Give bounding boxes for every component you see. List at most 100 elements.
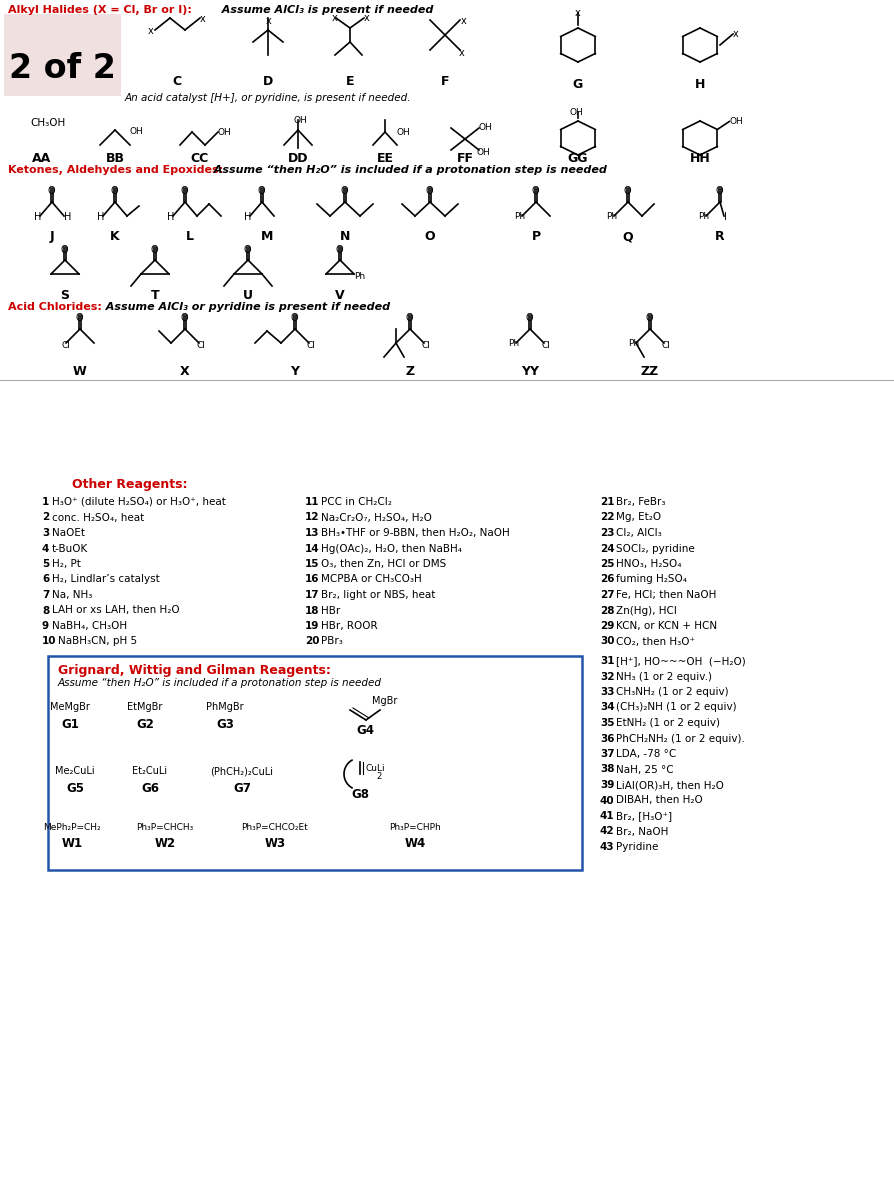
Text: 33: 33 — [599, 686, 614, 697]
Text: OH: OH — [218, 128, 232, 137]
Text: O: O — [715, 186, 723, 196]
Text: O: O — [531, 186, 539, 196]
Text: Fe, HCl; then NaOH: Fe, HCl; then NaOH — [615, 590, 715, 600]
Text: 37: 37 — [599, 749, 614, 758]
Text: O: O — [111, 186, 119, 196]
Text: ZZ: ZZ — [640, 365, 658, 378]
Text: (CH₃)₂NH (1 or 2 equiv): (CH₃)₂NH (1 or 2 equiv) — [615, 702, 736, 713]
Text: O: O — [244, 245, 251, 254]
Text: Hg(OAc)₂, H₂O, then NaBH₄: Hg(OAc)₂, H₂O, then NaBH₄ — [321, 544, 461, 553]
Text: CuLi: CuLi — [366, 764, 385, 773]
Text: O: O — [335, 245, 343, 254]
Text: G7: G7 — [232, 782, 250, 794]
Text: O₃, then Zn, HCl or DMS: O₃, then Zn, HCl or DMS — [321, 559, 446, 569]
Text: EtMgBr: EtMgBr — [127, 702, 163, 712]
Text: O: O — [181, 313, 189, 323]
Text: 30: 30 — [599, 636, 614, 647]
Text: N: N — [340, 230, 350, 242]
Text: Ph₃P=CHPh: Ph₃P=CHPh — [389, 823, 441, 832]
Text: BB: BB — [105, 152, 124, 164]
Text: Mg, Et₂O: Mg, Et₂O — [615, 512, 661, 522]
Text: Other Reagents:: Other Reagents: — [72, 478, 187, 491]
Text: Y: Y — [291, 365, 299, 378]
Text: (PhCH₂)₂CuLi: (PhCH₂)₂CuLi — [210, 766, 274, 776]
Text: CC: CC — [190, 152, 209, 164]
Text: MeMgBr: MeMgBr — [50, 702, 89, 712]
Text: M: M — [260, 230, 273, 242]
Text: H: H — [167, 212, 174, 222]
Text: 32: 32 — [599, 672, 614, 682]
Text: 24: 24 — [599, 544, 614, 553]
Text: 14: 14 — [305, 544, 319, 553]
Text: Ketones, Aldehydes and Epoxides:: Ketones, Aldehydes and Epoxides: — [8, 164, 223, 175]
Text: OH: OH — [130, 127, 144, 136]
Text: KCN, or KCN + HCN: KCN, or KCN + HCN — [615, 622, 716, 631]
Text: U: U — [243, 289, 253, 302]
Text: Me₂CuLi: Me₂CuLi — [55, 766, 95, 776]
Text: J: J — [50, 230, 55, 242]
Text: DIBAH, then H₂O: DIBAH, then H₂O — [615, 796, 702, 805]
Text: H: H — [34, 212, 41, 222]
Text: HNO₃, H₂SO₄: HNO₃, H₂SO₄ — [615, 559, 680, 569]
Text: Cl: Cl — [422, 341, 430, 350]
Text: H₂, Lindlar’s catalyst: H₂, Lindlar’s catalyst — [52, 575, 159, 584]
Text: 43: 43 — [599, 842, 614, 852]
Text: An acid catalyst [H+], or pyridine, is present if needed.: An acid catalyst [H+], or pyridine, is p… — [125, 92, 411, 103]
Text: SOCl₂, pyridine: SOCl₂, pyridine — [615, 544, 694, 553]
Text: 39: 39 — [599, 780, 613, 790]
Text: V: V — [335, 289, 344, 302]
Text: Pyridine: Pyridine — [615, 842, 658, 852]
Text: O: O — [645, 313, 653, 323]
Text: 25: 25 — [599, 559, 614, 569]
Text: 38: 38 — [599, 764, 614, 774]
Text: Cl: Cl — [307, 341, 316, 350]
Text: 5: 5 — [42, 559, 49, 569]
Text: Q: Q — [622, 230, 633, 242]
Text: 8: 8 — [42, 606, 49, 616]
Text: 36: 36 — [599, 733, 614, 744]
Text: O: O — [151, 245, 158, 254]
Text: OH: OH — [729, 118, 742, 126]
Text: H: H — [64, 212, 72, 222]
Text: H: H — [97, 212, 105, 222]
Text: F: F — [440, 74, 449, 88]
Text: CH₃OH: CH₃OH — [30, 118, 65, 128]
Text: H₂, Pt: H₂, Pt — [52, 559, 80, 569]
Text: G4: G4 — [356, 724, 374, 737]
Text: O: O — [48, 186, 55, 196]
Text: x: x — [364, 13, 369, 23]
Text: Grignard, Wittig and Gilman Reagents:: Grignard, Wittig and Gilman Reagents: — [58, 664, 331, 677]
Text: O: O — [341, 186, 349, 196]
Text: Assume “then H₂O” is included if a protonation step is needed: Assume “then H₂O” is included if a proto… — [206, 164, 606, 175]
Text: 41: 41 — [599, 811, 614, 821]
Text: Ph: Ph — [508, 338, 519, 348]
Text: O: O — [426, 186, 433, 196]
Text: NaOEt: NaOEt — [52, 528, 85, 538]
Text: 9: 9 — [42, 622, 49, 631]
Text: O: O — [76, 313, 83, 323]
Text: HBr, ROOR: HBr, ROOR — [321, 622, 377, 631]
Text: YY: YY — [520, 365, 538, 378]
Text: Na, NH₃: Na, NH₃ — [52, 590, 92, 600]
Text: x: x — [266, 16, 272, 26]
Text: Assume “then H₂O” is included if a protonation step is needed: Assume “then H₂O” is included if a proto… — [58, 678, 382, 688]
Text: PhMgBr: PhMgBr — [206, 702, 243, 712]
Text: OH: OH — [478, 122, 493, 132]
Text: H: H — [244, 212, 251, 222]
Text: DD: DD — [288, 152, 308, 164]
Text: E: E — [345, 74, 354, 88]
Text: H₃O⁺ (dilute H₂SO₄) or H₃O⁺, heat: H₃O⁺ (dilute H₂SO₄) or H₃O⁺, heat — [52, 497, 225, 506]
Text: Cl: Cl — [197, 341, 206, 350]
Text: LDA, -78 °C: LDA, -78 °C — [615, 749, 676, 758]
Text: HH: HH — [689, 152, 710, 164]
Text: [H⁺], HO~~~OH  (−H₂O): [H⁺], HO~~~OH (−H₂O) — [615, 656, 745, 666]
Text: EE: EE — [376, 152, 393, 164]
Text: NH₃ (1 or 2 equiv.): NH₃ (1 or 2 equiv.) — [615, 672, 712, 682]
Text: x: x — [459, 48, 464, 58]
Text: 2: 2 — [42, 512, 49, 522]
Text: G3: G3 — [215, 718, 233, 731]
Text: Et₂CuLi: Et₂CuLi — [132, 766, 167, 776]
Text: MCPBA or CH₃CO₃H: MCPBA or CH₃CO₃H — [321, 575, 421, 584]
Text: O: O — [623, 186, 631, 196]
Text: I: I — [723, 212, 726, 222]
